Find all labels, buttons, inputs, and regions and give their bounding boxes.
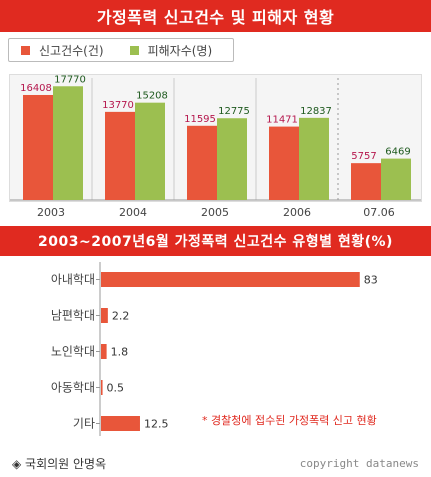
hbar-chart-panel <box>0 256 431 446</box>
bar-category <box>101 416 140 431</box>
data-label: 2.2 <box>112 310 130 323</box>
legend-label-victims: 피해자수(명) <box>147 43 213 58</box>
data-label-reports: 5757 <box>351 151 376 162</box>
bar-victims <box>135 102 165 200</box>
bar-victims <box>299 117 329 200</box>
legend-label-reports: 신고건수(건) <box>39 43 104 58</box>
bar-reports <box>23 94 53 200</box>
data-label-victims: 6469 <box>385 147 410 158</box>
chart-title-top-text: 가정폭력 신고건수 및 피해자 현황 <box>96 8 335 27</box>
data-label: 1.8 <box>111 346 128 359</box>
footer-copyright: copyright datanews <box>299 457 419 470</box>
bar-victims <box>217 118 247 200</box>
legend: 신고건수(건) 피해자수(명) <box>8 38 234 62</box>
data-label-reports: 16408 <box>20 83 52 94</box>
footer-credit: ◈ 국회의원 안명옥 <box>12 457 107 471</box>
legend-item-victims: 피해자수(명) <box>129 42 213 59</box>
chart-title-bottom-text: 2003~2007년6월 가정폭력 신고건수 유형별 현황(%) <box>38 234 393 250</box>
y-tick-label: 노인학대 <box>51 345 95 359</box>
chart-title-bottom: 2003~2007년6월 가정폭력 신고건수 유형별 현황(%) <box>0 226 431 256</box>
data-label-victims: 15208 <box>136 91 168 102</box>
x-tick-label: 2004 <box>119 206 147 219</box>
bar-category <box>101 308 108 323</box>
bar-category <box>101 380 103 395</box>
data-label-victims: 12775 <box>218 106 250 117</box>
bar-victims <box>53 86 83 200</box>
data-label-victims: 17770 <box>54 74 86 85</box>
legend-swatch-reports <box>21 45 30 55</box>
data-label-reports: 13770 <box>102 100 134 111</box>
bar-reports <box>187 125 217 200</box>
bar-victims <box>381 158 411 200</box>
data-label: 12.5 <box>144 418 169 431</box>
x-tick-label: 2006 <box>283 206 311 219</box>
data-label-reports: 11471 <box>266 115 298 126</box>
x-tick-label: 2005 <box>201 206 229 219</box>
x-tick-label: 07.06 <box>363 206 395 219</box>
y-tick-label: 아동학대 <box>51 381 95 395</box>
x-tick-label: 2003 <box>37 206 65 219</box>
bar-reports <box>351 163 381 200</box>
data-label: 83 <box>364 274 378 287</box>
legend-item-reports: 신고건수(건) <box>21 42 104 59</box>
hbar-chart: 아내학대 83 남편학대 2.2 노인학대 1.8 아동학대 0.5 기타 12.5 <box>51 262 378 436</box>
bar-category <box>101 344 107 359</box>
source-note: * 경찰청에 접수된 가정폭력 신고 현황 <box>202 414 377 427</box>
y-tick-label: 남편학대 <box>51 309 95 323</box>
y-tick-label: 아내학대 <box>51 273 95 287</box>
data-label-reports: 11595 <box>184 114 216 125</box>
y-tick-label: 기타 <box>73 417 95 431</box>
bar-category <box>101 272 360 287</box>
chart-title-top: 가정폭력 신고건수 및 피해자 현황 <box>0 0 431 32</box>
legend-swatch-victims <box>129 45 139 55</box>
data-label: 0.5 <box>107 382 125 395</box>
data-label-victims: 12837 <box>300 106 332 117</box>
bar-reports <box>269 126 299 200</box>
bar-reports <box>105 111 135 200</box>
